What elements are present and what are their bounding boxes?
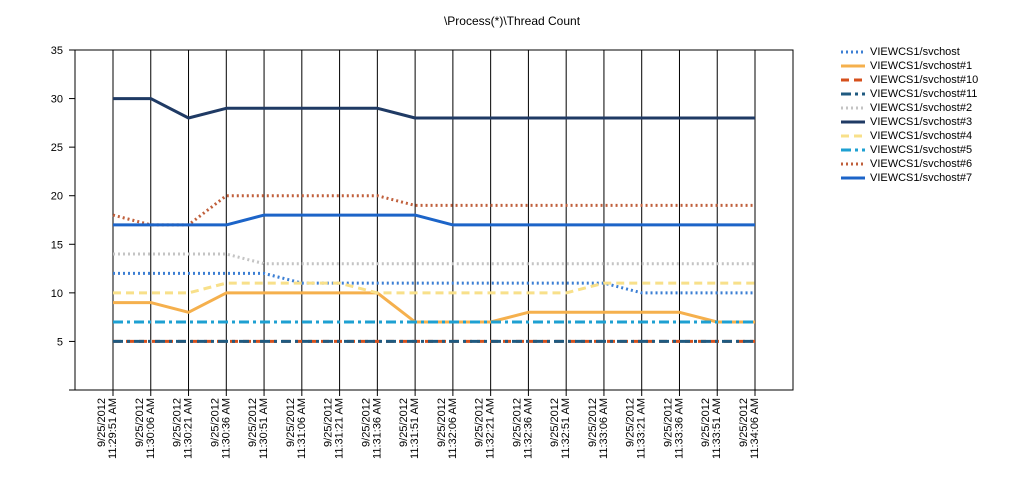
series-line bbox=[113, 271, 755, 295]
legend-item: VIEWCS1/svchost#7 bbox=[840, 171, 978, 185]
x-tick-label: 9/25/201211:33:06 AM bbox=[587, 398, 610, 459]
x-tick-label: 9/25/201211:33:51 AM bbox=[700, 398, 723, 459]
x-tick-label: 9/25/201211:30:21 AM bbox=[172, 398, 195, 459]
legend-swatch bbox=[840, 146, 866, 154]
y-tick-label: 10 bbox=[51, 288, 63, 300]
legend-item: VIEWCS1/svchost#3 bbox=[840, 115, 978, 129]
y-tick-label: 35 bbox=[51, 45, 63, 57]
series-line bbox=[112, 194, 755, 227]
x-tick-label: 9/25/201211:33:21 AM bbox=[625, 398, 648, 459]
x-tick-label: 9/25/201211:30:51 AM bbox=[247, 398, 270, 459]
x-tick-label: 9/25/201211:29:51 AM bbox=[96, 398, 119, 459]
x-tick-label: 9/25/201211:32:36 AM bbox=[511, 398, 534, 459]
x-tick-label: 9/25/201211:32:51 AM bbox=[549, 398, 572, 459]
y-tick-label: 5 bbox=[57, 336, 63, 348]
y-tick-label: 30 bbox=[51, 94, 63, 106]
legend-label: VIEWCS1/svchost#2 bbox=[870, 102, 973, 114]
legend-item: VIEWCS1/svchost bbox=[840, 45, 978, 59]
series-line bbox=[113, 97, 755, 120]
x-tick-label: 9/25/201211:31:21 AM bbox=[323, 398, 346, 459]
x-tick-label: 9/25/201211:34:06 AM bbox=[738, 398, 761, 459]
legend-item: VIEWCS1/svchost#1 bbox=[840, 59, 978, 73]
x-tick-label: 9/25/201211:30:36 AM bbox=[209, 398, 232, 459]
series-line bbox=[113, 291, 755, 324]
legend-swatch bbox=[840, 90, 866, 98]
legend-item: VIEWCS1/svchost#6 bbox=[840, 157, 978, 171]
legend-label: VIEWCS1/svchost#6 bbox=[870, 158, 973, 170]
chart-title: \Process(*)\Thread Count bbox=[443, 14, 581, 28]
series-line bbox=[113, 252, 755, 266]
x-tick-label: 9/25/201211:30:06 AM bbox=[134, 398, 157, 459]
x-tick-label: 9/25/201211:32:06 AM bbox=[436, 398, 459, 459]
legend-item: VIEWCS1/svchost#4 bbox=[840, 129, 978, 143]
legend-swatch bbox=[840, 132, 866, 140]
y-tick-label: 25 bbox=[51, 142, 63, 154]
legend-item: VIEWCS1/svchost#10 bbox=[840, 73, 978, 87]
chart-legend: VIEWCS1/svchost VIEWCS1/svchost#1 VIEWCS1/… bbox=[840, 45, 978, 185]
plot-area bbox=[74, 49, 794, 391]
series-line bbox=[113, 281, 755, 295]
legend-swatch bbox=[840, 118, 866, 126]
legend-swatch bbox=[840, 174, 866, 182]
legend-label: VIEWCS1/svchost#11 bbox=[870, 88, 978, 100]
legend-swatch bbox=[840, 62, 866, 70]
x-tick-label: 9/25/201211:32:21 AM bbox=[474, 398, 497, 459]
x-tick-label: 9/25/201211:31:51 AM bbox=[398, 398, 421, 459]
legend-swatch bbox=[840, 76, 866, 84]
series-line bbox=[113, 213, 755, 227]
legend-label: VIEWCS1/svchost#10 bbox=[870, 74, 979, 86]
y-tick-label: 20 bbox=[51, 191, 63, 203]
legend-label: VIEWCS1/svchost bbox=[870, 46, 960, 58]
legend-swatch bbox=[840, 104, 866, 112]
x-tick-label: 9/25/201211:31:36 AM bbox=[360, 398, 383, 459]
legend-item: VIEWCS1/svchost#5 bbox=[840, 143, 978, 157]
legend-item: VIEWCS1/svchost#2 bbox=[840, 101, 978, 115]
x-tick-label: 9/25/201211:33:36 AM bbox=[662, 398, 685, 459]
legend-label: VIEWCS1/svchost#1 bbox=[870, 60, 973, 72]
x-tick-label: 9/25/201211:31:06 AM bbox=[285, 398, 308, 459]
legend-label: VIEWCS1/svchost#5 bbox=[870, 144, 973, 156]
y-tick-label: 15 bbox=[51, 239, 63, 251]
legend-item: VIEWCS1/svchost#11 bbox=[840, 87, 978, 101]
legend-swatch bbox=[840, 48, 866, 56]
legend-label: VIEWCS1/svchost#4 bbox=[870, 130, 973, 142]
legend-label: VIEWCS1/svchost#7 bbox=[870, 172, 973, 184]
legend-label: VIEWCS1/svchost#3 bbox=[870, 116, 973, 128]
legend-swatch bbox=[840, 160, 866, 168]
